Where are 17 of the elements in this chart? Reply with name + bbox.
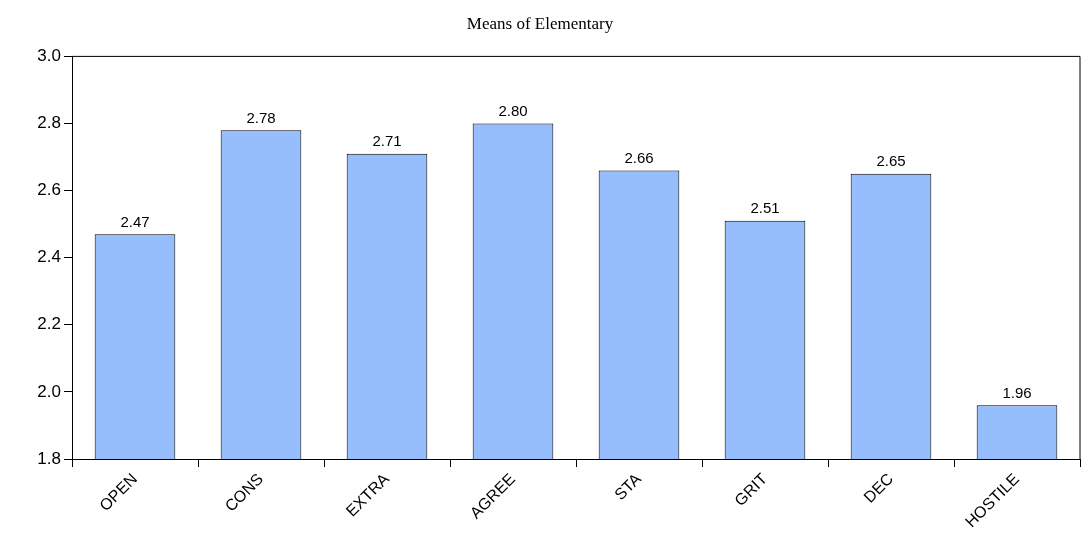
x-tick-label: STA — [611, 469, 645, 504]
data-label: 2.71 — [372, 132, 402, 150]
y-tick-label: 2.8 — [37, 113, 61, 133]
y-tick-label: 2.2 — [37, 314, 61, 334]
data-label: 2.80 — [498, 102, 528, 120]
data-label: 2.47 — [120, 212, 150, 230]
data-label: 2.66 — [624, 149, 654, 167]
y-tick-label: 2.0 — [37, 381, 61, 401]
y-tick-label: 3.0 — [37, 46, 61, 66]
y-tick-label: 2.4 — [37, 247, 61, 267]
y-tick-label: 1.8 — [37, 448, 61, 468]
data-label: 2.78 — [246, 108, 276, 126]
data-label: 1.96 — [1002, 383, 1032, 401]
chart-title: Means of Elementary — [466, 13, 614, 33]
data-label: 2.65 — [876, 152, 906, 170]
y-tick-label: 2.6 — [37, 180, 61, 200]
data-label: 2.51 — [750, 199, 780, 217]
